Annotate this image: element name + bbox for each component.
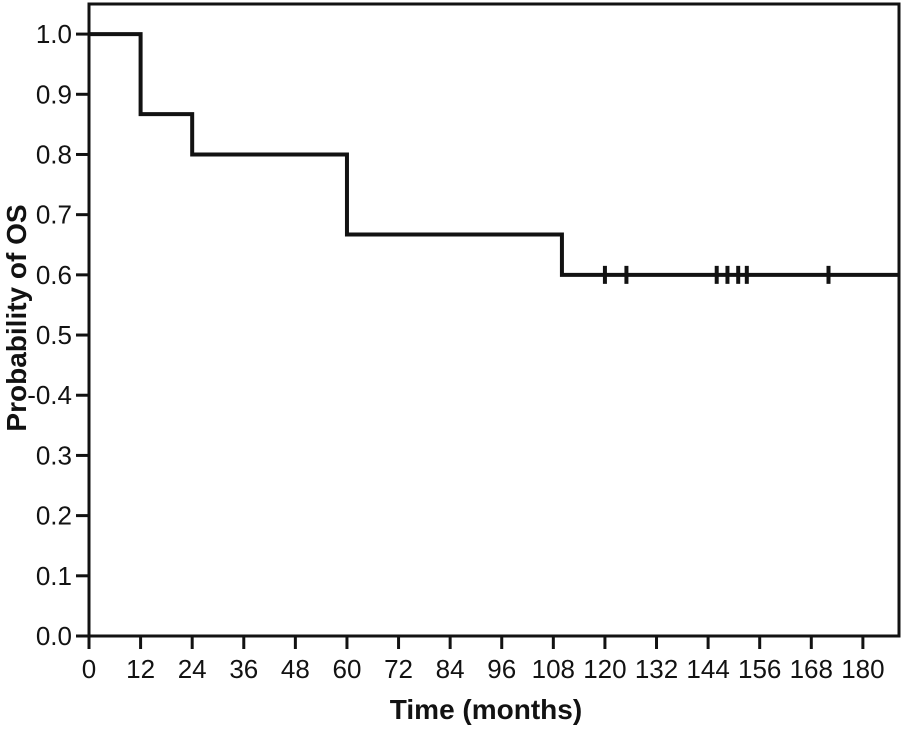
x-tick-label: 84 bbox=[436, 654, 465, 684]
y-tick-label: 0.3 bbox=[36, 440, 72, 470]
x-tick-label: 60 bbox=[333, 654, 362, 684]
x-tick-label: 0 bbox=[82, 654, 96, 684]
y-tick-label: 0.7 bbox=[36, 200, 72, 230]
y-tick-label: 0.2 bbox=[36, 501, 72, 531]
y-tick-label: 0.6 bbox=[36, 260, 72, 290]
x-tick-label: 120 bbox=[583, 654, 626, 684]
x-tick-label: 24 bbox=[178, 654, 207, 684]
y-tick-label: 0.0 bbox=[36, 621, 72, 651]
x-tick-label: 12 bbox=[126, 654, 155, 684]
y-tick-label: 0.9 bbox=[36, 79, 72, 109]
y-tick-label: -0.4 bbox=[27, 380, 72, 410]
x-tick-label: 48 bbox=[281, 654, 310, 684]
x-tick-label: 96 bbox=[487, 654, 516, 684]
x-tick-label: 168 bbox=[790, 654, 833, 684]
x-tick-label: 72 bbox=[384, 654, 413, 684]
x-tick-label: 36 bbox=[229, 654, 258, 684]
y-tick-label: 1.0 bbox=[36, 19, 72, 49]
y-tick-label: 0.5 bbox=[36, 320, 72, 350]
x-tick-label: 108 bbox=[532, 654, 575, 684]
plot-area: 0 12 24 36 48 60 72 84 96 108 120 132 144 156 168 180 1.… bbox=[27, 2, 901, 684]
survival-step-curve bbox=[89, 32, 899, 277]
y-axis-title: Probability of OS bbox=[1, 204, 32, 431]
x-tick-label: 144 bbox=[686, 654, 729, 684]
x-tick-label: 180 bbox=[841, 654, 884, 684]
y-tick-label: 0.8 bbox=[36, 139, 72, 169]
x-tick-label: 156 bbox=[738, 654, 781, 684]
x-tick-label: 132 bbox=[635, 654, 678, 684]
y-tick-label: 0.1 bbox=[36, 561, 72, 591]
plot-frame bbox=[87, 2, 901, 638]
x-axis-title: Time (months) bbox=[390, 694, 582, 725]
